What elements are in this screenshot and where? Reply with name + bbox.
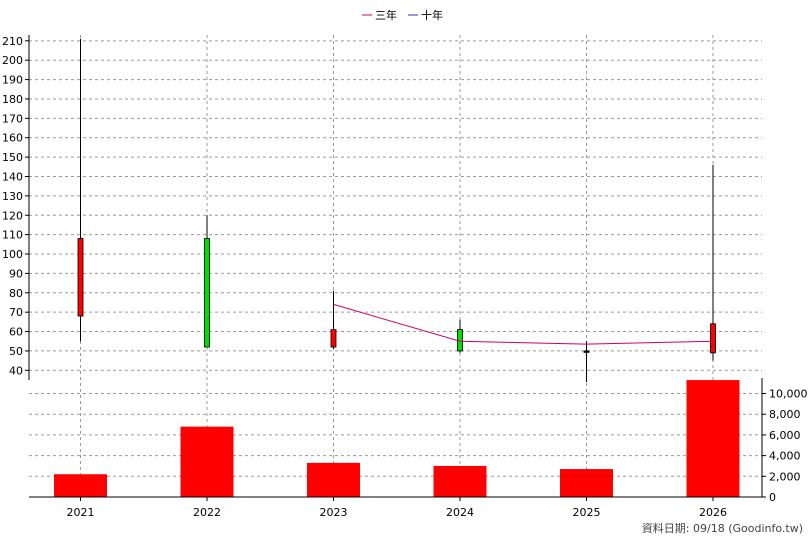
candle-body-2022 <box>204 238 210 348</box>
price-panel: 40 50 60 70 80 90 100 110 120 130 140 150 160 170 180 1… <box>2 35 762 497</box>
price-tick-label: 100 <box>2 248 23 261</box>
volume-tick-label: 4,000 <box>769 450 801 463</box>
legend: 三年 十年 <box>362 8 443 22</box>
series-line-0 <box>333 303 714 345</box>
x-tick-label-2023: 2023 <box>320 506 348 519</box>
price-tick-label: 130 <box>2 190 23 203</box>
price-tick-label: 180 <box>2 93 23 106</box>
price-tick-label: 200 <box>2 54 23 67</box>
legend-label-1: 十年 <box>421 8 443 22</box>
price-tick-label: 80 <box>9 287 23 300</box>
candle-body-2026 <box>710 323 716 354</box>
price-tick-label: 170 <box>2 112 23 125</box>
price-tick-label: 150 <box>2 151 23 164</box>
volume-tick-label: 2,000 <box>769 470 801 483</box>
price-tick-label: 60 <box>9 326 23 339</box>
price-plot-area <box>29 35 762 380</box>
volume-tick-label: 8,000 <box>769 408 801 421</box>
price-tick-label: 110 <box>2 229 23 242</box>
price-tick-label: 190 <box>2 74 23 87</box>
x-tick-label-2022: 2022 <box>193 506 221 519</box>
candle-body-2021 <box>77 238 84 317</box>
volume-bar-2026 <box>686 380 740 497</box>
x-axis: 2021 2022 2023 2024 2025 2026 <box>29 496 762 519</box>
price-tick-label: 140 <box>2 170 23 183</box>
volume-bar-2024 <box>433 465 487 497</box>
volume-tick-label: 10,000 <box>769 388 808 401</box>
candle-body-2025 <box>583 350 590 353</box>
x-tick-label-2021: 2021 <box>67 506 95 519</box>
price-tick-label: 210 <box>2 35 23 48</box>
x-tick-label-2025: 2025 <box>573 506 601 519</box>
price-tick-label: 50 <box>9 345 23 358</box>
volume-bar-2022 <box>180 426 234 497</box>
footer-source: 資料日期: 09/18 (Goodinfo.tw) <box>642 521 803 535</box>
price-tick-label: 40 <box>9 364 23 377</box>
volume-tick-label: 0 <box>769 491 776 504</box>
volume-bar-2023 <box>307 462 360 497</box>
volume-bar-2021 <box>54 474 107 497</box>
price-tick-label: 90 <box>9 267 23 280</box>
candle-body-2023 <box>330 329 337 348</box>
price-tick-label: 120 <box>2 209 23 222</box>
x-tick-label-2026: 2026 <box>699 506 727 519</box>
price-tick-label: 160 <box>2 132 23 145</box>
x-tick-label-2024: 2024 <box>446 506 474 519</box>
price-tick-label: 70 <box>9 306 23 319</box>
volume-tick-label: 6,000 <box>769 429 801 442</box>
volume-panel: 0 2,000 4,000 6,000 8,000 10,000 <box>29 378 808 504</box>
legend-label-0: 三年 <box>375 8 397 22</box>
volume-bar-2025 <box>560 469 613 497</box>
